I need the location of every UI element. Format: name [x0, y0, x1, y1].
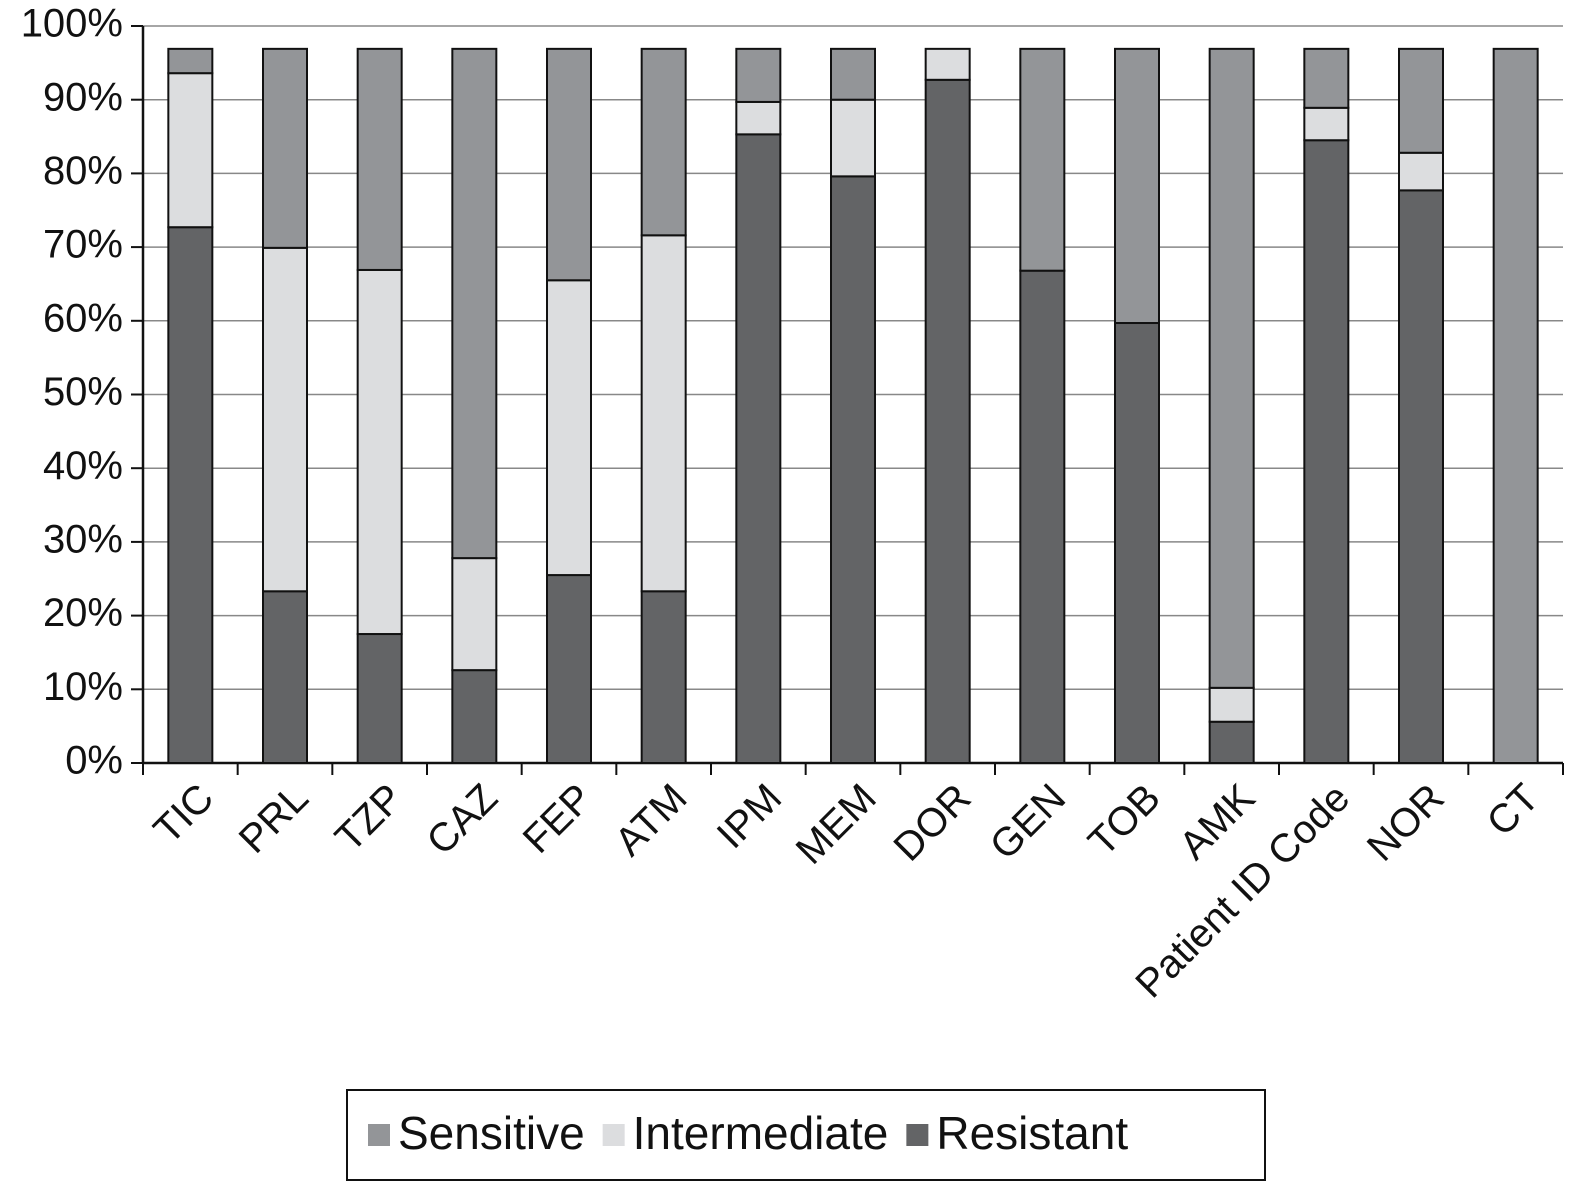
bar-segment — [1303, 139, 1350, 765]
bar-segment — [1303, 47, 1350, 109]
legend-label: Intermediate — [633, 1107, 889, 1159]
bar-segment — [546, 279, 592, 577]
bar-segment — [1208, 47, 1255, 689]
legend-box — [346, 1089, 1266, 1181]
y-tick-label: 0% — [65, 739, 123, 783]
bar-segment — [546, 47, 592, 282]
x-tick-label: GEN — [982, 776, 1074, 868]
y-tick-label: 10% — [43, 665, 123, 709]
x-tick-label: DOR — [886, 776, 980, 870]
bar-segment — [1208, 720, 1255, 765]
x-tick-label: TZP — [327, 776, 412, 861]
bar-segment — [1398, 189, 1444, 764]
x-tick-label: ATM — [607, 776, 696, 865]
bar-segment — [262, 47, 308, 249]
bar-segment — [640, 590, 687, 764]
y-tick-label: 50% — [43, 370, 123, 414]
bar-segment — [830, 98, 876, 178]
bar-segment — [1492, 47, 1539, 765]
legend-label: Resistant — [936, 1107, 1128, 1159]
legend-swatch — [602, 1124, 625, 1146]
bar-segment — [735, 100, 782, 136]
y-tick-label: 90% — [43, 75, 123, 119]
bar-segment — [830, 175, 876, 764]
x-tick-label: NOR — [1359, 776, 1453, 870]
y-tick-label: 30% — [43, 517, 123, 561]
x-tick-label: FEP — [515, 776, 601, 862]
bar-segment — [640, 47, 687, 237]
x-tick-label: MEM — [788, 776, 885, 873]
bar-segment — [1208, 686, 1255, 723]
bar-segment — [640, 234, 687, 593]
y-tick-label: 40% — [43, 444, 123, 488]
legend-swatch — [906, 1124, 929, 1146]
bar-segment — [356, 268, 403, 636]
bar-segment — [356, 47, 403, 271]
bar-segment — [1019, 47, 1066, 272]
bar-segment — [735, 133, 782, 765]
legend-label: Sensitive — [398, 1107, 585, 1159]
bar-segment — [546, 574, 592, 764]
x-tick-label: CT — [1479, 776, 1548, 845]
bar-segment — [451, 669, 498, 764]
bar-segment — [924, 78, 971, 764]
bar-segment — [167, 226, 214, 765]
bar-segment — [1398, 47, 1444, 154]
y-tick-label: 70% — [43, 223, 123, 267]
bar-segment — [924, 47, 971, 81]
bar-segment — [830, 47, 876, 101]
x-tick-label: IPM — [709, 776, 790, 857]
legend-swatch — [368, 1124, 390, 1146]
bar-segment — [262, 246, 308, 593]
bar-segment — [167, 72, 214, 229]
y-tick-label: 80% — [43, 149, 123, 193]
y-tick-label: 20% — [43, 591, 123, 635]
x-tick-label: CAZ — [418, 776, 506, 864]
bar-segment — [1019, 269, 1066, 764]
x-tick-label: TIC — [145, 776, 222, 853]
x-tick-label: PRL — [231, 776, 317, 862]
bar-segment — [1303, 106, 1350, 142]
legend: Sensitive Intermediate Resistant — [346, 1089, 1266, 1181]
bar-segment — [451, 557, 498, 672]
bar-segment — [1114, 47, 1160, 325]
bar-segment — [1398, 151, 1444, 192]
y-tick-label: 100% — [21, 2, 123, 46]
bar-segment — [735, 47, 782, 103]
bar-segment — [451, 47, 498, 560]
bar-segment — [1114, 322, 1160, 764]
bar-segment — [262, 590, 308, 764]
y-tick-label: 60% — [43, 296, 123, 340]
bar-segment — [167, 47, 214, 75]
x-tick-label: TOB — [1080, 776, 1169, 865]
bar-segment — [356, 633, 403, 765]
